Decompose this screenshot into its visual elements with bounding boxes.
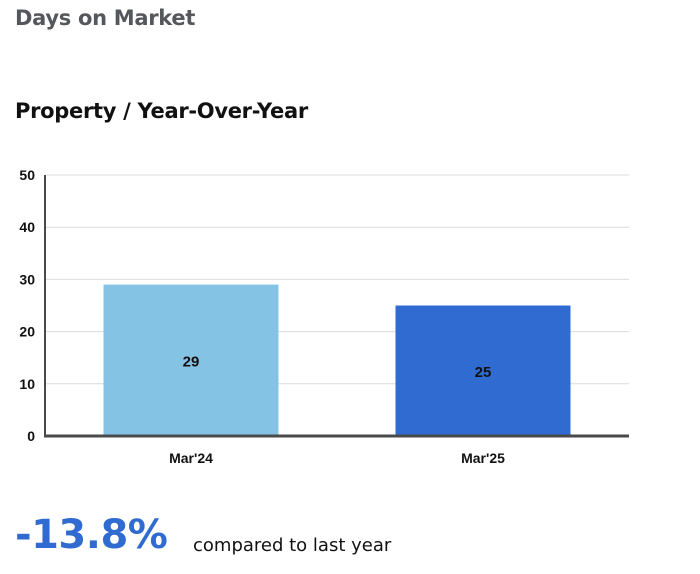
- data-label: 29: [183, 353, 200, 370]
- y-tick-label: 0: [27, 428, 35, 444]
- x-tick-label: Mar'25: [461, 450, 505, 466]
- chart-title: Property / Year-Over-Year: [15, 99, 308, 123]
- x-tick-label: Mar'24: [169, 450, 213, 466]
- y-tick-label: 50: [19, 167, 35, 183]
- data-label: 25: [475, 364, 492, 381]
- bar-chart: 0 10 20 30 40 50 29 Mar'24 25 Mar'25: [19, 167, 629, 466]
- y-tick-label: 40: [19, 219, 35, 235]
- section-title: Days on Market: [15, 6, 196, 30]
- y-tick-label: 20: [19, 324, 35, 340]
- yoy-change-value: -13.8%: [15, 512, 168, 558]
- bar: [103, 284, 279, 436]
- y-tick-label: 30: [19, 271, 35, 287]
- bar: [395, 305, 571, 436]
- y-tick-label: 10: [19, 376, 35, 392]
- yoy-change-caption: compared to last year: [193, 535, 392, 556]
